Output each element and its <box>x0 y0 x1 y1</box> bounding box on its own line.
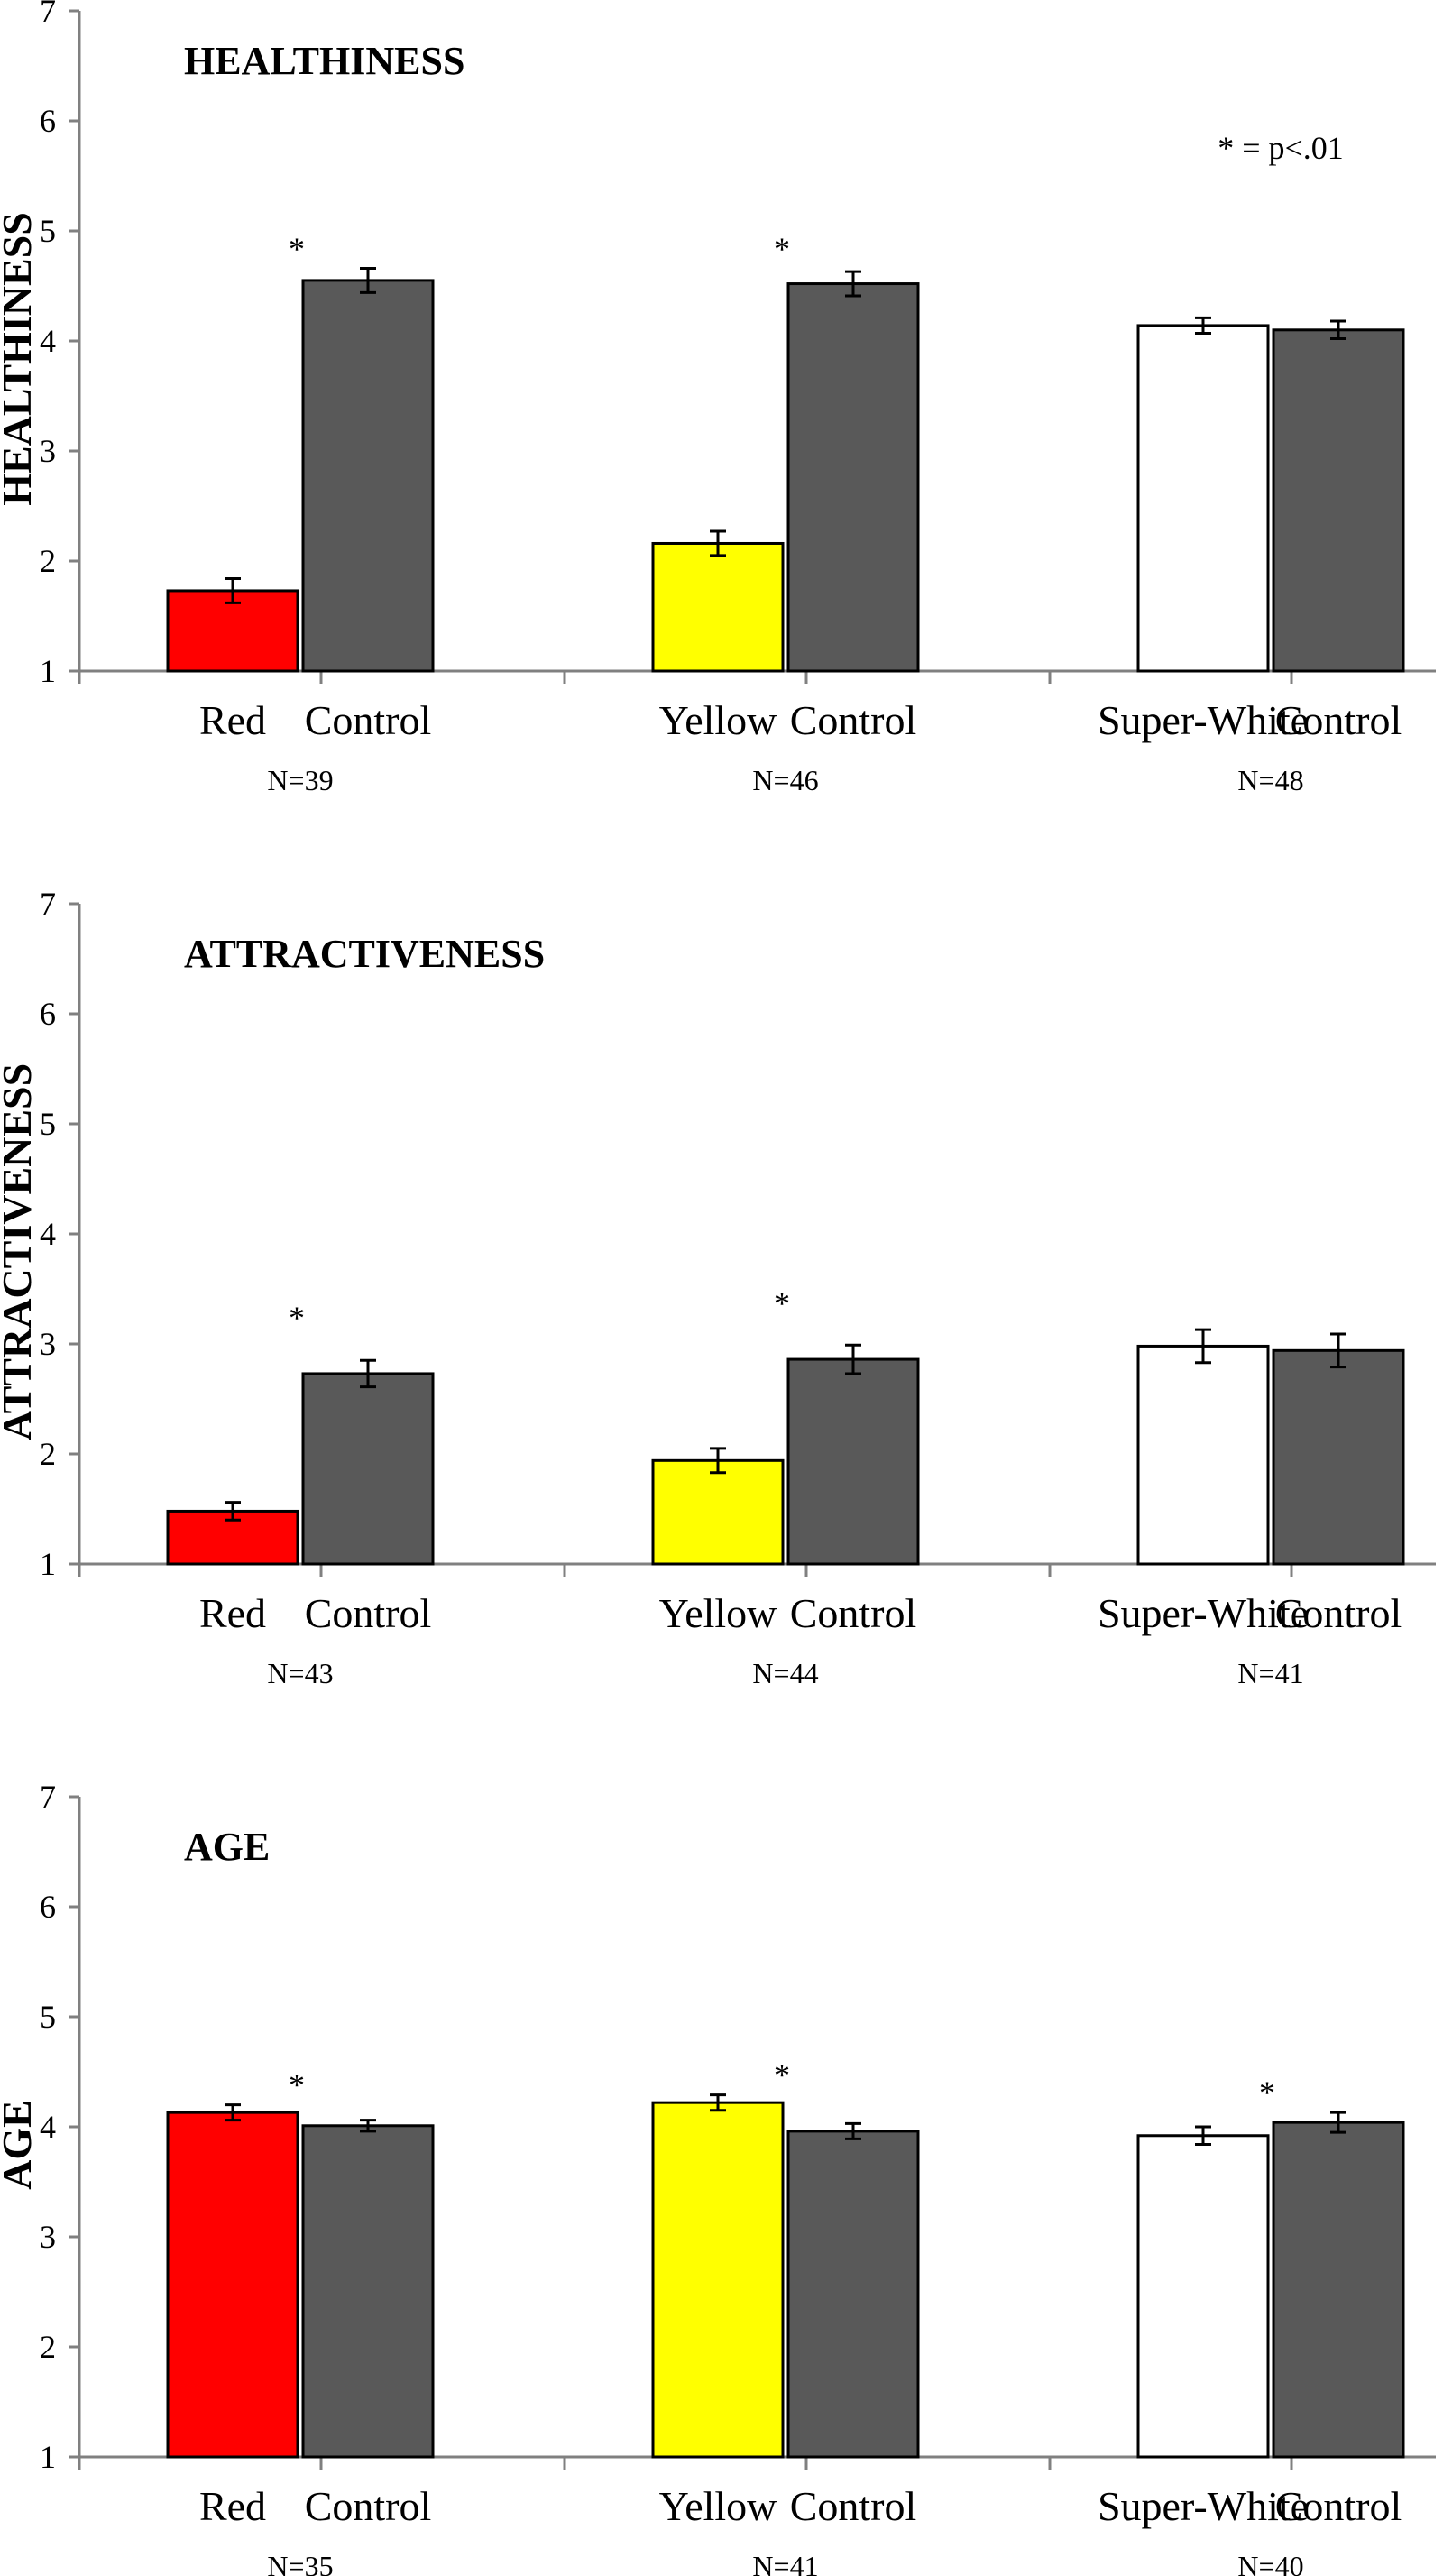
age-bar-control <box>786 2130 920 2459</box>
healthiness-significance-marker: * <box>289 231 305 267</box>
healthiness-y-tick-label: 7 <box>40 0 56 29</box>
healthiness-bar-control <box>786 282 920 673</box>
healthiness-y-axis-label: HEALTHINESS <box>0 212 40 506</box>
healthiness-y-tick-label: 1 <box>40 653 56 689</box>
age-chart: 1 2 3 4 5 6 7 AGE AGE Red Control N=35 * Yellow Contro… <box>0 1786 1443 2576</box>
healthiness-category-label: Control <box>305 697 432 743</box>
healthiness-chart: 1 2 3 4 5 6 7 HEALTHINESS HEALTHINESS Red Control N… <box>0 0 1443 839</box>
healthiness-category-label: Control <box>790 697 917 743</box>
attractiveness-significance-marker: * <box>289 1300 305 1336</box>
age-bar-red <box>166 2111 299 2459</box>
age-category-label: Control <box>790 2483 917 2529</box>
healthiness-y-tick-label: 4 <box>40 323 56 359</box>
age-category-label: Yellow <box>659 2483 778 2529</box>
healthiness-significance-marker: * <box>774 231 790 267</box>
attractiveness-y-tick-label: 3 <box>40 1326 56 1362</box>
age-y-tick-label: 6 <box>40 1889 56 1925</box>
attractiveness-bar-control <box>786 1357 920 1566</box>
age-y-tick-label: 1 <box>40 2439 56 2475</box>
attractiveness-category-label: Control <box>1275 1590 1402 1636</box>
attractiveness-n-label: N=44 <box>752 1657 818 1689</box>
age-bar-control <box>301 2124 435 2459</box>
age-significance-marker: * <box>1259 2075 1275 2111</box>
attractiveness-chart-svg: 1 2 3 4 5 6 7 ATTRACTIVENESS ATTRACTIVENESS Red Co… <box>0 893 1436 1689</box>
healthiness-bar-control <box>1272 328 1405 673</box>
age-category-label: Red <box>199 2483 266 2529</box>
healthiness-bar-super-white <box>1136 324 1270 673</box>
healthiness-category-label: Super-White <box>1098 697 1309 743</box>
age-bar-super-white <box>1136 2134 1270 2459</box>
attractiveness-title: ATTRACTIVENESS <box>184 932 545 976</box>
healthiness-bar-yellow <box>651 541 785 673</box>
age-n-label: N=35 <box>267 2550 333 2576</box>
attractiveness-n-label: N=43 <box>267 1657 333 1689</box>
age-category-label: Control <box>305 2483 432 2529</box>
significance-note: * = p<.01 <box>1218 130 1344 166</box>
age-n-label: N=41 <box>752 2550 818 2576</box>
healthiness-y-tick-label: 6 <box>40 103 56 139</box>
age-bar-yellow <box>651 2101 785 2459</box>
age-bar-control <box>1272 2121 1405 2459</box>
healthiness-category-label: Red <box>199 697 266 743</box>
healthiness-title: HEALTHINESS <box>184 39 464 83</box>
attractiveness-chart: 1 2 3 4 5 6 7 ATTRACTIVENESS ATTRACTIVENESS Red Co… <box>0 893 1443 1732</box>
age-y-tick-label: 4 <box>40 2109 56 2145</box>
age-y-tick-label: 7 <box>40 1786 56 1815</box>
attractiveness-bar-super-white <box>1136 1344 1270 1566</box>
healthiness-n-label: N=46 <box>752 764 818 796</box>
healthiness-n-label: N=39 <box>267 764 333 796</box>
age-chart-svg: 1 2 3 4 5 6 7 AGE AGE Red Control N=35 * Yellow Contro… <box>0 1786 1436 2576</box>
age-significance-marker: * <box>289 2067 305 2103</box>
age-significance-marker: * <box>774 2057 790 2093</box>
healthiness-chart-svg: 1 2 3 4 5 6 7 HEALTHINESS HEALTHINESS Red Control N… <box>0 0 1436 796</box>
age-n-label: N=40 <box>1237 2550 1303 2576</box>
attractiveness-y-tick-label: 5 <box>40 1106 56 1142</box>
attractiveness-bar-yellow <box>651 1458 785 1566</box>
healthiness-bar-control <box>301 279 435 673</box>
healthiness-category-label: Control <box>1275 697 1402 743</box>
attractiveness-category-label: Red <box>199 1590 266 1636</box>
attractiveness-y-tick-label: 4 <box>40 1216 56 1252</box>
age-category-label: Control <box>1275 2483 1402 2529</box>
attractiveness-bar-control <box>301 1372 435 1566</box>
attractiveness-category-label: Control <box>790 1590 917 1636</box>
age-y-tick-label: 5 <box>40 1999 56 2035</box>
attractiveness-category-label: Yellow <box>659 1590 778 1636</box>
attractiveness-y-tick-label: 6 <box>40 996 56 1032</box>
age-title: AGE <box>184 1825 270 1869</box>
age-y-tick-label: 2 <box>40 2329 56 2365</box>
attractiveness-bar-control <box>1272 1348 1405 1566</box>
attractiveness-y-tick-label: 7 <box>40 893 56 922</box>
attractiveness-category-label: Super-White <box>1098 1590 1309 1636</box>
attractiveness-y-tick-label: 1 <box>40 1546 56 1582</box>
healthiness-category-label: Yellow <box>659 697 778 743</box>
healthiness-n-label: N=48 <box>1237 764 1303 796</box>
attractiveness-n-label: N=41 <box>1237 1657 1303 1689</box>
age-y-tick-label: 3 <box>40 2219 56 2255</box>
healthiness-y-tick-label: 2 <box>40 543 56 579</box>
age-y-axis-label: AGE <box>0 2100 40 2190</box>
attractiveness-significance-marker: * <box>774 1285 790 1321</box>
attractiveness-category-label: Control <box>305 1590 432 1636</box>
attractiveness-y-axis-label: ATTRACTIVENESS <box>0 1063 40 1440</box>
attractiveness-y-tick-label: 2 <box>40 1436 56 1472</box>
healthiness-y-tick-label: 5 <box>40 213 56 249</box>
healthiness-y-tick-label: 3 <box>40 433 56 469</box>
age-category-label: Super-White <box>1098 2483 1309 2529</box>
